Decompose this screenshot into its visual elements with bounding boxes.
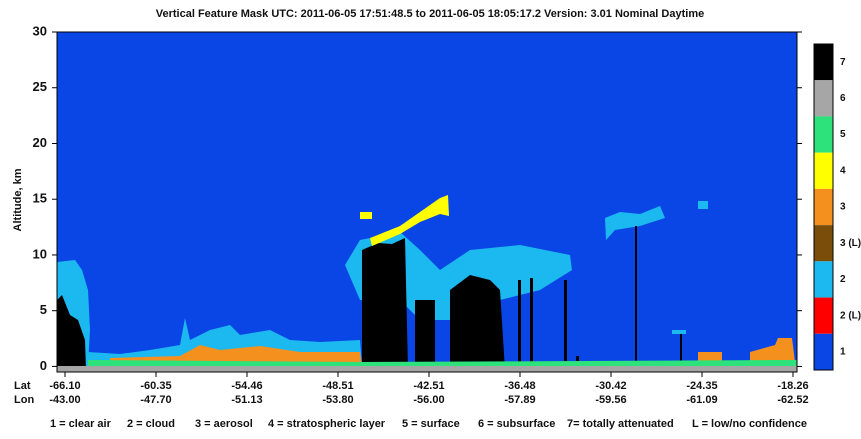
x-tick-label: -24.35 <box>686 380 717 392</box>
colorbar-label: 2 (L) <box>840 310 861 321</box>
colorbar-label: 7 <box>840 57 846 68</box>
y-tick-label: 25 <box>33 79 47 94</box>
plot-image <box>56 31 798 373</box>
x-tick-label: -42.51 <box>413 380 444 392</box>
colorbar-swatch <box>814 80 833 117</box>
x-tick-label: -47.70 <box>140 394 171 406</box>
colorbar-swatch <box>814 152 833 189</box>
attenuated-region <box>564 280 567 370</box>
surface-region <box>88 360 362 366</box>
attenuated-region <box>57 295 86 370</box>
y-tick-label: 30 <box>33 23 47 38</box>
attenuated-region <box>415 300 435 370</box>
colorbar-frame <box>813 43 834 371</box>
x-tick-label: -54.46 <box>231 380 262 392</box>
colorbar-swatch <box>814 261 833 298</box>
legend-item: 7= totally attenuated <box>567 418 674 430</box>
x-tick-label: -60.35 <box>140 380 171 392</box>
y-tick-label: 10 <box>33 246 47 261</box>
stratospheric-region <box>360 212 372 219</box>
y-tick-label: 15 <box>33 191 47 206</box>
y-tick-label: 20 <box>33 135 47 150</box>
x-tick-label: -30.42 <box>595 380 626 392</box>
cloud-region <box>605 206 665 240</box>
colorbar-swatch <box>814 333 833 370</box>
colorbar-label: 1 <box>840 347 846 358</box>
x-row-label: Lat <box>14 380 31 392</box>
y-tick-label: 0 <box>40 358 47 373</box>
x-tick-label: -57.89 <box>504 394 535 406</box>
x-tick-label: -18.26 <box>777 380 808 392</box>
colorbar-label: 5 <box>840 129 846 140</box>
colorbar-label: 2 <box>840 274 846 285</box>
colorbar-swatch <box>814 225 833 262</box>
x-tick-label: -43.00 <box>49 394 80 406</box>
legend-item: 5 = surface <box>402 418 460 430</box>
cloud-region <box>672 330 686 334</box>
attenuated-region <box>450 275 505 370</box>
x-tick-label: -36.48 <box>504 380 535 392</box>
y-tick-label: 5 <box>40 302 47 317</box>
legend-item: 2 = cloud <box>127 418 175 430</box>
colorbar-label: 4 <box>840 165 846 176</box>
x-tick-label: -56.00 <box>413 394 444 406</box>
attenuated-region <box>635 226 637 370</box>
x-tick-label: -53.80 <box>322 394 353 406</box>
legend-item: 3 = aerosol <box>195 418 253 430</box>
x-tick-label: -48.51 <box>322 380 353 392</box>
aerosol-region <box>698 352 722 362</box>
chart-title: Vertical Feature Mask UTC: 2011-06-05 17… <box>156 8 704 20</box>
attenuated-region <box>530 278 533 370</box>
colorbar-swatch <box>814 297 833 334</box>
plot-frame <box>56 31 798 373</box>
x-row-label: Lon <box>14 394 34 406</box>
attenuated-region <box>362 238 408 370</box>
x-tick-label: -61.09 <box>686 394 717 406</box>
x-tick-label: -51.13 <box>231 394 262 406</box>
subsurface-region <box>57 366 797 372</box>
colorbar-label: 3 (L) <box>840 238 861 249</box>
colorbar-swatch <box>814 44 833 81</box>
colorbar-label: 3 <box>840 202 846 213</box>
surface-region <box>362 360 797 366</box>
attenuated-region <box>680 334 682 370</box>
colorbar-swatch <box>814 188 833 226</box>
aerosol-region <box>750 338 795 362</box>
legend-item: L = low/no confidence <box>692 418 807 430</box>
x-tick-label: -59.56 <box>595 394 626 406</box>
legend-item: 4 = stratospheric layer <box>268 418 386 430</box>
legend-item: 6 = subsurface <box>478 418 555 430</box>
x-tick-label: -62.52 <box>777 394 808 406</box>
legend-item: 1 = clear air <box>50 418 112 430</box>
cloud-region <box>698 201 708 209</box>
colorbar-swatch <box>814 116 833 153</box>
stratospheric-region <box>370 195 449 246</box>
y-axis-label: Altitude, km <box>12 168 24 231</box>
x-tick-label: -66.10 <box>49 380 80 392</box>
attenuated-region <box>518 280 521 370</box>
colorbar-label: 6 <box>840 93 846 104</box>
